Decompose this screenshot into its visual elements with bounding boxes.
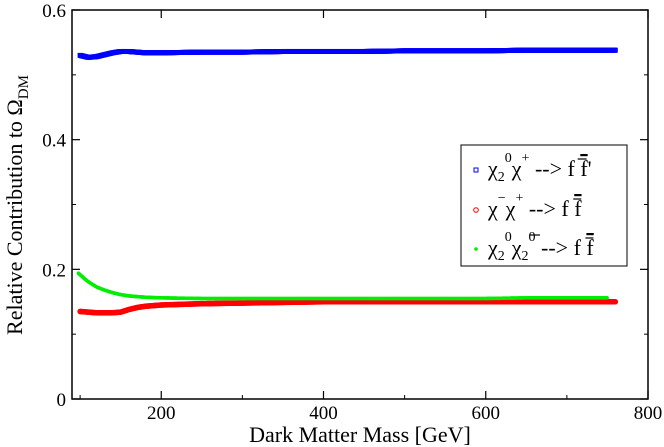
y-tick-label: 0.4 bbox=[42, 131, 66, 152]
data-point bbox=[612, 298, 619, 305]
y-tick-label: 0.6 bbox=[42, 1, 66, 22]
legend-marker bbox=[473, 207, 479, 213]
series-2 bbox=[76, 271, 609, 301]
legend: χ20χ+ --> f f' χ−χ+ --> f f χ20χ20 --> f f bbox=[460, 144, 628, 267]
y-axis-label-group: Relative Contribution to ΩDM bbox=[2, 75, 32, 335]
x-tick-label: 800 bbox=[634, 403, 663, 424]
x-tick-label: 200 bbox=[147, 403, 176, 424]
legend-label: χ−χ+ --> f f bbox=[487, 191, 582, 221]
series-0 bbox=[77, 47, 618, 60]
y-axis-label: Relative Contribution to ΩDM bbox=[2, 75, 32, 335]
legend-label: χ20χ+ --> f f' bbox=[487, 151, 592, 185]
legend-marker bbox=[473, 167, 479, 173]
legend-marker bbox=[474, 247, 478, 251]
data-point bbox=[605, 296, 609, 300]
x-axis-label: Dark Matter Mass [GeV] bbox=[249, 422, 471, 447]
y-tick-label: 0 bbox=[57, 390, 67, 411]
y-axis-label-main: Relative Contribution to Ω bbox=[2, 99, 27, 335]
series-1 bbox=[77, 298, 619, 316]
legend-box bbox=[460, 144, 628, 267]
x-tick-label: 600 bbox=[471, 403, 500, 424]
axes-layer: 200 400 600 800 0 0.2 0.4 0.6 bbox=[42, 1, 662, 424]
y-tick-label: 0.2 bbox=[42, 260, 66, 281]
series-layer bbox=[76, 47, 619, 316]
legend-label: χ20χ20 --> f f bbox=[487, 230, 594, 264]
x-tick-label: 400 bbox=[309, 403, 338, 424]
data-point bbox=[612, 47, 618, 53]
y-axis-label-sub: DM bbox=[16, 75, 32, 99]
